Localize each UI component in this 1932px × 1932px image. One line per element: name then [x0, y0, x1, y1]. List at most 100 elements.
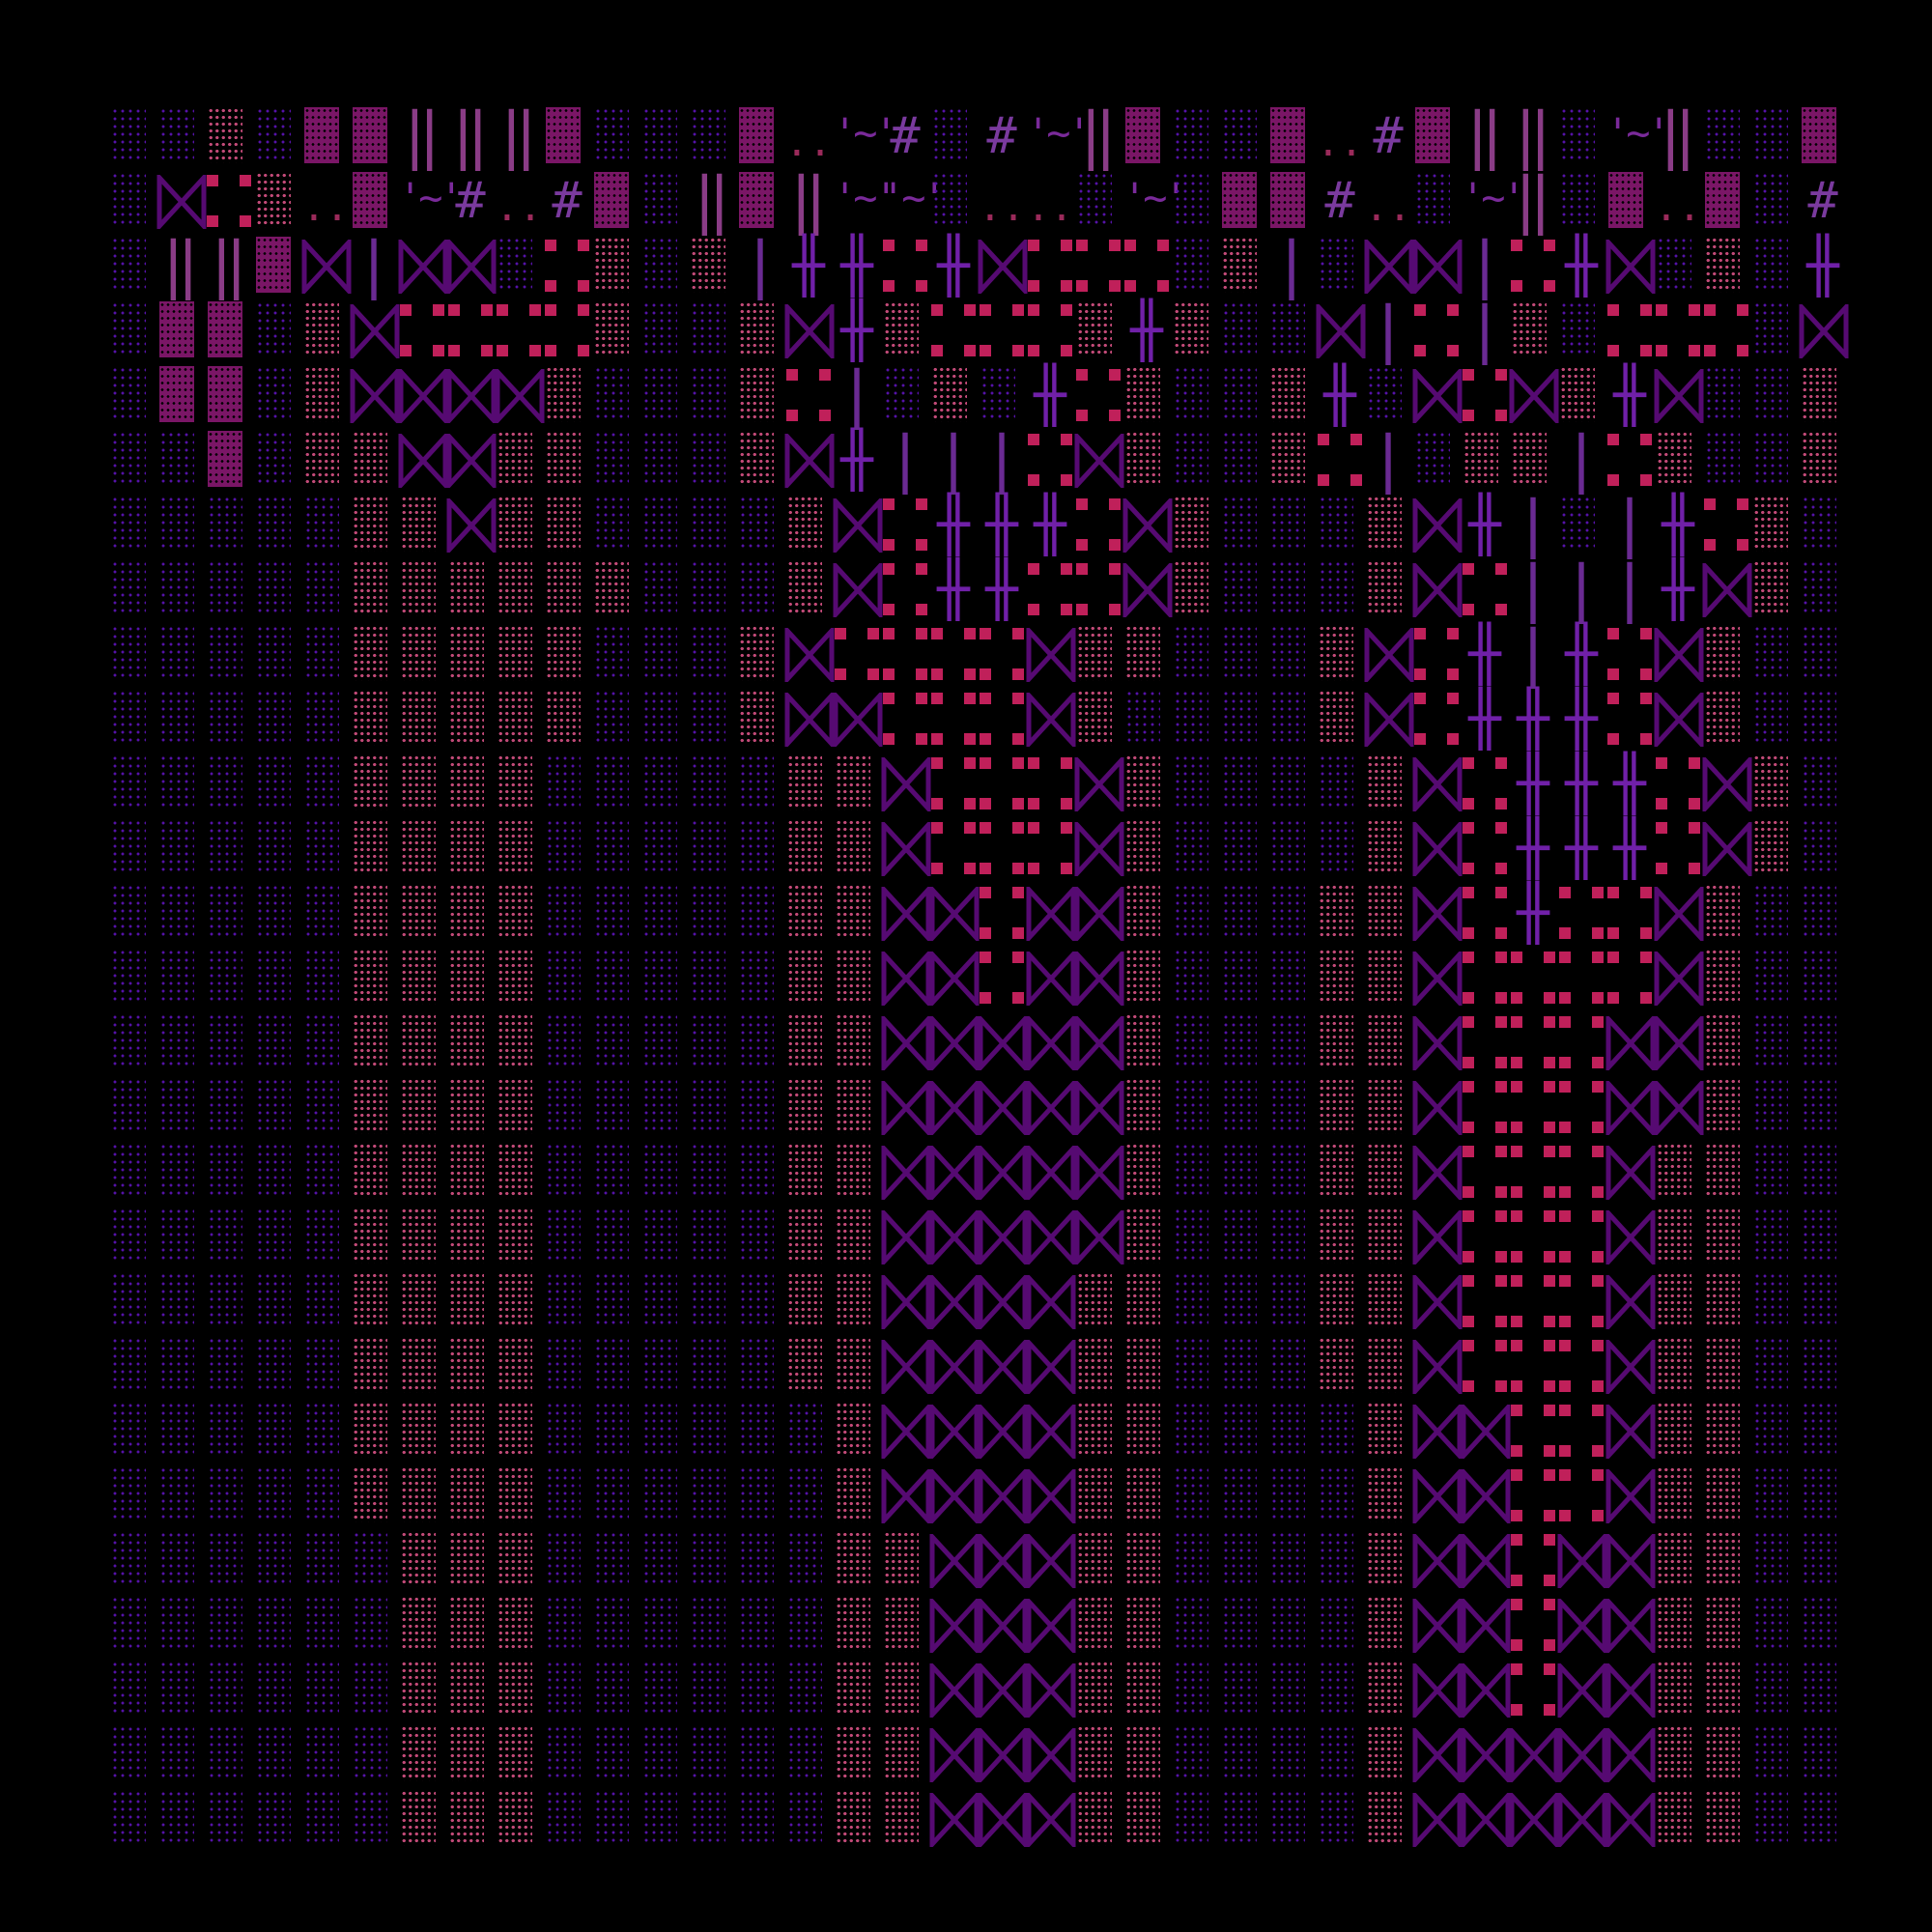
- dark-dot-cell: [591, 946, 639, 1010]
- bowtie-glyph: [1702, 752, 1752, 816]
- bar-glyph: |: [1562, 424, 1601, 496]
- bowtie-glyph: [1074, 752, 1124, 816]
- cross-glyph: ╫: [1565, 623, 1598, 686]
- pink-dot-cell: [1364, 1334, 1412, 1399]
- pink-dot-cell: [543, 557, 591, 622]
- bowtie-glyph: [1412, 363, 1463, 428]
- dark-dot-cell: [639, 1140, 688, 1205]
- dark-dot-cell: [1702, 428, 1750, 493]
- magenta-block-cell: [156, 298, 205, 363]
- dark-dot-cell: [1171, 1658, 1219, 1722]
- red-dots-glyph: [1605, 946, 1654, 1010]
- dark-dot-cell: [1219, 1010, 1267, 1075]
- dark-dot-cell: [1316, 1399, 1364, 1463]
- magenta-block-cell: [1412, 104, 1461, 169]
- bowtie-glyph: [978, 1140, 1028, 1205]
- dark-dot-cell: [1750, 1010, 1799, 1075]
- dark-dot-cell: [1750, 1593, 1799, 1658]
- dark-dot-cell: [688, 1593, 736, 1658]
- dark-dot-cell: [1316, 752, 1364, 816]
- pink-dot-cell: [1799, 363, 1847, 428]
- dark-dot-cell: [1219, 687, 1267, 752]
- dark-dot-cell: [639, 1205, 688, 1269]
- pink-dot-cell: [736, 298, 784, 363]
- red-dots-glyph: [881, 622, 929, 687]
- pink-dot-cell: [1750, 816, 1799, 881]
- pink-dot-cell: [833, 1140, 881, 1205]
- dark-dot-cell: [350, 1593, 398, 1658]
- pink-dot-cell: [1702, 622, 1750, 687]
- dark-dot-cell: [1171, 363, 1219, 428]
- bowtie-glyph: [1702, 816, 1752, 881]
- pink-dot-cell: [1702, 1205, 1750, 1269]
- bowtie-glyph: [978, 234, 1028, 298]
- dark-dot-cell: [205, 1463, 253, 1528]
- pink-dot-cell: [1171, 493, 1219, 557]
- cross-glyph: ╫: [1565, 753, 1598, 815]
- dark-dot-cell: [350, 1528, 398, 1593]
- dots-glyph: ..: [1026, 185, 1074, 230]
- bowtie-glyph: [1026, 1528, 1076, 1593]
- pink-dot-cell: [784, 946, 833, 1010]
- bar-glyph: |: [1514, 618, 1552, 690]
- red-dots-glyph: [1605, 622, 1654, 687]
- pink-dot-cell: [1122, 1787, 1171, 1852]
- pink-dot-cell: [1074, 1722, 1122, 1787]
- bowtie-glyph: [1026, 1658, 1076, 1722]
- pink-dot-cell: [446, 1075, 495, 1140]
- bowtie-glyph: [1557, 1722, 1607, 1787]
- pink-dot-cell: [833, 752, 881, 816]
- pink-dot-cell: [1654, 1140, 1702, 1205]
- dark-dot-cell: [205, 1593, 253, 1658]
- dark-dot-cell: [1799, 1140, 1847, 1205]
- cross-glyph: ╫: [1517, 882, 1549, 945]
- pink-dot-cell: [495, 1205, 543, 1269]
- red-dots-glyph: [1461, 752, 1509, 816]
- dark-dot-cell: [543, 752, 591, 816]
- red-dots-glyph: [1509, 1658, 1557, 1722]
- pink-dot-cell: [1702, 1269, 1750, 1334]
- bowtie-glyph: [1026, 1463, 1076, 1528]
- pink-dot-cell: [1122, 1722, 1171, 1787]
- dark-dot-cell: [156, 104, 205, 169]
- dark-dot-cell: [639, 298, 688, 363]
- dark-dot-cell: [156, 1787, 205, 1852]
- dark-dot-cell: [253, 363, 301, 428]
- bowtie-glyph: [398, 234, 448, 298]
- dark-dot-cell: [591, 1075, 639, 1140]
- dark-dot-cell: [1171, 1010, 1219, 1075]
- pink-dot-cell: [1702, 1722, 1750, 1787]
- bar-glyph: |: [934, 424, 973, 496]
- bowtie-glyph: [929, 1010, 980, 1075]
- bowtie-glyph: [881, 1334, 931, 1399]
- pink-dot-cell: [1074, 1463, 1122, 1528]
- pink-dot-cell: [1122, 752, 1171, 816]
- dark-dot-cell: [1219, 1334, 1267, 1399]
- dark-dot-cell: [1171, 1463, 1219, 1528]
- dark-dot-cell: [301, 1334, 350, 1399]
- dark-dot-cell: [1316, 234, 1364, 298]
- dark-dot-cell: [543, 1010, 591, 1075]
- pink-dot-cell: [833, 881, 881, 946]
- pink-dot-cell: [736, 428, 784, 493]
- pink-dot-cell: [495, 1787, 543, 1852]
- red-dots-glyph: [978, 687, 1026, 752]
- red-dots-glyph: [1461, 557, 1509, 622]
- dark-dot-cell: [253, 816, 301, 881]
- dots-glyph: ..: [1654, 185, 1702, 230]
- bar-glyph: |: [886, 424, 924, 496]
- red-dots-glyph: [881, 687, 929, 752]
- bar-glyph: |: [1369, 424, 1407, 496]
- dark-dot-cell: [108, 1658, 156, 1722]
- bowtie-glyph: [1605, 1658, 1656, 1722]
- red-dots-glyph: [1557, 1010, 1605, 1075]
- bowtie-glyph: [1412, 1140, 1463, 1205]
- pink-dot-cell: [881, 1787, 929, 1852]
- pink-dot-cell: [1171, 298, 1219, 363]
- pink-dot-cell: [591, 234, 639, 298]
- bowtie-glyph: [1605, 1269, 1656, 1334]
- dark-dot-cell: [881, 363, 929, 428]
- red-dots-glyph: [1509, 1334, 1557, 1399]
- bar-glyph: |: [1272, 230, 1311, 301]
- bowtie-glyph: [978, 1463, 1028, 1528]
